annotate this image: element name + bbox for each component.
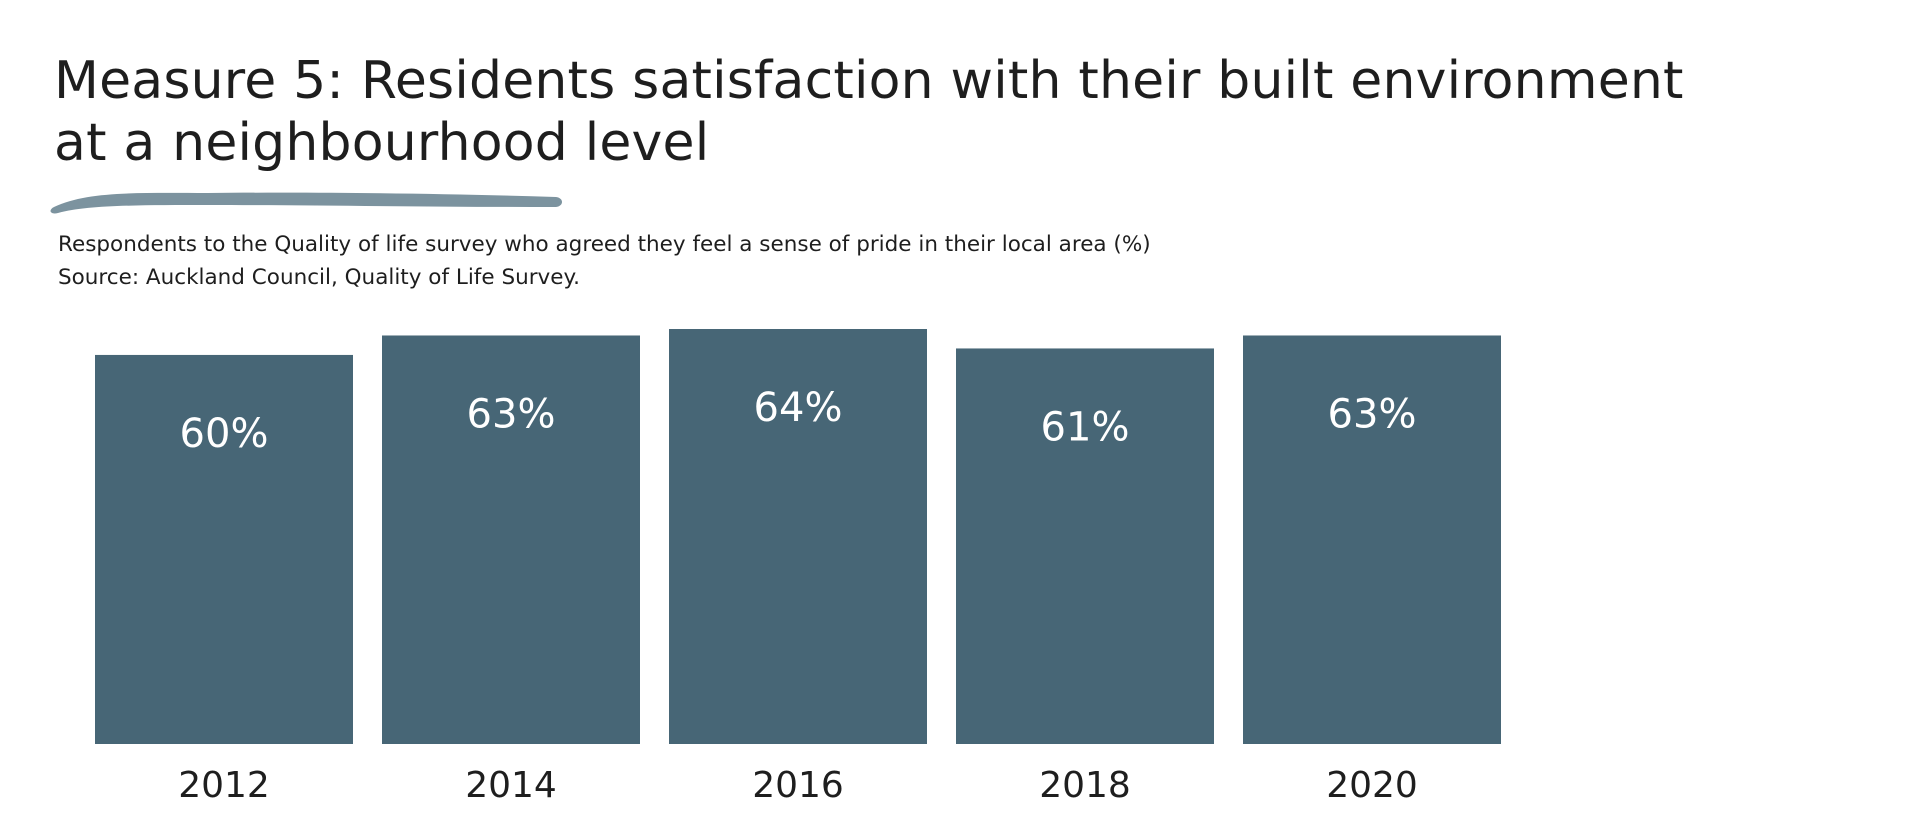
bar-2016 bbox=[669, 329, 927, 744]
chart-title: Measure 5: Residents satisfaction with t… bbox=[54, 50, 1754, 174]
bar-value-label-2020: 63% bbox=[1328, 391, 1417, 437]
bar-2018 bbox=[956, 348, 1214, 744]
title-underline-brush bbox=[50, 192, 563, 214]
x-tick-label-2014: 2014 bbox=[465, 765, 557, 806]
bar-2020 bbox=[1243, 335, 1501, 744]
bar-2012 bbox=[95, 354, 353, 744]
chart-title-line-2: at a neighbourhood level bbox=[54, 113, 710, 173]
bar-value-label-2018: 61% bbox=[1041, 404, 1130, 450]
chart-subtitle: Respondents to the Quality of life surve… bbox=[58, 228, 1151, 294]
subtitle-source: Source: Auckland Council, Quality of Lif… bbox=[58, 265, 580, 290]
bar-value-label-2012: 60% bbox=[180, 411, 269, 457]
bar-2014 bbox=[382, 335, 640, 744]
subtitle-description: Respondents to the Quality of life surve… bbox=[58, 232, 1151, 257]
x-tick-label-2016: 2016 bbox=[752, 765, 844, 806]
bar-value-label-2016: 64% bbox=[754, 385, 843, 431]
x-tick-label-2012: 2012 bbox=[178, 765, 270, 806]
chart-title-line-1: Measure 5: Residents satisfaction with t… bbox=[54, 51, 1684, 111]
bar-value-label-2014: 63% bbox=[467, 391, 556, 437]
x-tick-label-2018: 2018 bbox=[1039, 765, 1131, 806]
x-tick-label-2020: 2020 bbox=[1326, 765, 1418, 806]
